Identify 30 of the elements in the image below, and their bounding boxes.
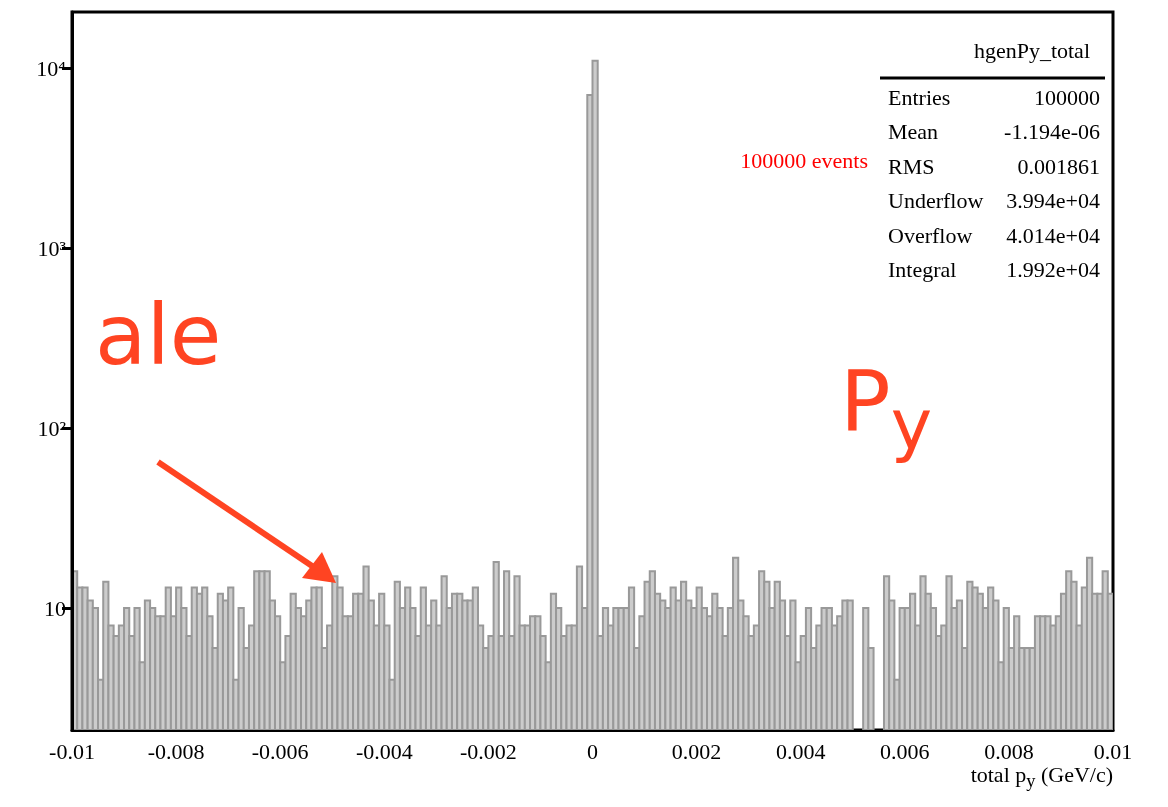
annotation: 100000 events <box>740 147 868 173</box>
x-tick-label: 0.002 <box>671 738 722 764</box>
annotation: 3.994e+04 <box>1006 188 1100 213</box>
x-tick-label: 0 <box>587 738 598 764</box>
annotation: 0.001861 <box>1017 153 1100 179</box>
x-tick-label: 0.008 <box>984 738 1034 764</box>
annotation: 1.992e+04 <box>1006 257 1100 282</box>
annotation: -1.194e-06 <box>1004 119 1100 144</box>
annotation: ale <box>95 286 222 384</box>
y-tick-label: 10³ <box>37 235 67 261</box>
annotation: 100000 <box>1034 84 1100 110</box>
x-tick-label: 0.006 <box>880 738 930 764</box>
x-tick-label: -0.01 <box>49 738 95 764</box>
annotation: Entries <box>888 84 951 110</box>
annotation: P$_{y}$ <box>840 353 933 466</box>
x-axis-title: total p$_{y}$ (GeV/c) <box>970 762 1113 793</box>
annotation: 4.014e+04 <box>1006 222 1100 248</box>
x-tick-label: -0.002 <box>459 738 517 764</box>
annotation: Integral <box>888 257 957 282</box>
annotation: hgenPy_total <box>973 37 1090 63</box>
annotation: Underflow <box>888 188 984 213</box>
x-tick-label: -0.006 <box>251 738 309 764</box>
x-tick-label: 0.01 <box>1093 738 1133 764</box>
annotation: Mean <box>888 119 939 144</box>
x-tick-label: -0.008 <box>147 738 205 764</box>
y-tick-label: 10⁴ <box>36 55 67 81</box>
annotation: RMS <box>888 153 935 179</box>
x-tick-label: 0.004 <box>775 738 826 764</box>
x-tick-label: -0.004 <box>355 738 413 764</box>
annotation: Overflow <box>888 222 973 248</box>
